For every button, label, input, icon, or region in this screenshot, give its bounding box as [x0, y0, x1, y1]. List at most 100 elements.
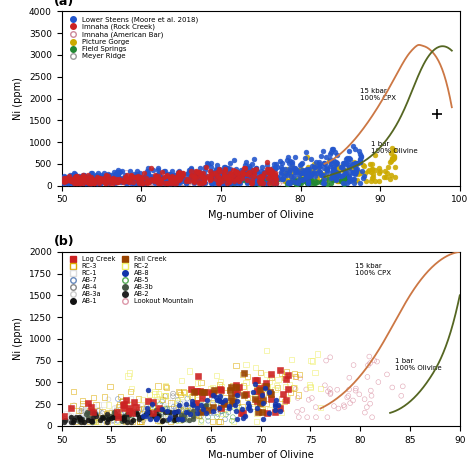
Point	[69, 172, 76, 180]
Point	[135, 395, 142, 403]
Point	[118, 397, 126, 404]
Point	[239, 167, 246, 174]
Point	[93, 174, 101, 181]
Point	[258, 392, 265, 399]
Point	[96, 416, 104, 423]
Point	[128, 176, 135, 183]
Point	[148, 176, 156, 183]
Point	[302, 169, 310, 177]
Point	[197, 408, 205, 415]
Point	[144, 179, 152, 186]
Point	[72, 178, 79, 185]
Point	[164, 172, 171, 180]
Point	[129, 177, 137, 185]
Point	[283, 157, 291, 164]
Point	[188, 164, 195, 171]
Point	[216, 174, 224, 181]
Point	[72, 177, 80, 185]
Point	[198, 170, 206, 178]
Point	[188, 397, 196, 404]
Point	[293, 180, 301, 187]
Point	[213, 178, 221, 185]
Point	[78, 408, 85, 415]
Point	[256, 399, 264, 407]
Point	[98, 408, 106, 415]
Point	[273, 174, 281, 181]
Point	[244, 178, 252, 185]
Point	[83, 179, 91, 186]
Point	[293, 408, 301, 415]
Point	[172, 174, 180, 182]
Point	[89, 418, 96, 425]
Point	[255, 385, 262, 392]
Point	[84, 175, 91, 182]
Point	[332, 160, 339, 167]
Point	[292, 386, 300, 393]
Point	[229, 382, 237, 389]
Point	[81, 172, 88, 179]
Point	[219, 169, 227, 177]
Point	[227, 397, 234, 404]
Point	[120, 412, 128, 420]
Point	[88, 414, 95, 421]
Point	[232, 362, 240, 370]
Point	[92, 414, 100, 421]
Point	[170, 177, 178, 185]
Point	[351, 160, 359, 167]
Point	[208, 180, 215, 187]
Point	[265, 388, 273, 396]
Point	[368, 165, 375, 172]
Point	[346, 374, 353, 382]
Point	[261, 179, 269, 186]
Point	[72, 174, 79, 181]
Point	[78, 405, 85, 412]
Point	[151, 175, 158, 182]
Point	[306, 381, 313, 388]
Point	[271, 180, 278, 187]
Point	[80, 175, 87, 183]
Point	[158, 168, 165, 175]
Point	[215, 381, 223, 388]
Point	[254, 176, 261, 183]
Point	[399, 383, 407, 390]
Point	[254, 397, 261, 404]
Point	[90, 180, 98, 188]
Point	[151, 387, 159, 395]
Point	[78, 180, 85, 187]
Point	[66, 171, 73, 179]
Point	[206, 176, 214, 184]
Point	[173, 409, 181, 416]
Point	[126, 405, 134, 412]
Point	[283, 178, 291, 185]
Point	[102, 177, 109, 184]
Point	[212, 173, 219, 180]
Point	[170, 175, 177, 183]
Point	[315, 159, 322, 166]
Point	[146, 176, 154, 183]
Point	[174, 408, 182, 415]
Point	[154, 396, 162, 403]
Point	[329, 146, 337, 153]
Point	[352, 161, 360, 169]
Point	[167, 418, 174, 425]
Point	[227, 179, 234, 186]
Point	[72, 171, 79, 178]
Point	[129, 173, 137, 180]
Point	[199, 179, 207, 186]
Point	[248, 177, 256, 184]
Point	[305, 396, 312, 403]
Point	[193, 394, 201, 401]
Point	[269, 174, 277, 181]
Point	[262, 379, 270, 387]
Point	[383, 371, 391, 378]
Point	[194, 408, 202, 415]
Point	[93, 180, 101, 187]
Point	[103, 174, 111, 182]
Point	[312, 403, 319, 411]
Point	[199, 405, 207, 412]
Point	[157, 175, 164, 182]
Point	[72, 174, 79, 182]
Point	[235, 169, 243, 176]
Point	[224, 176, 231, 183]
Point	[223, 180, 231, 187]
